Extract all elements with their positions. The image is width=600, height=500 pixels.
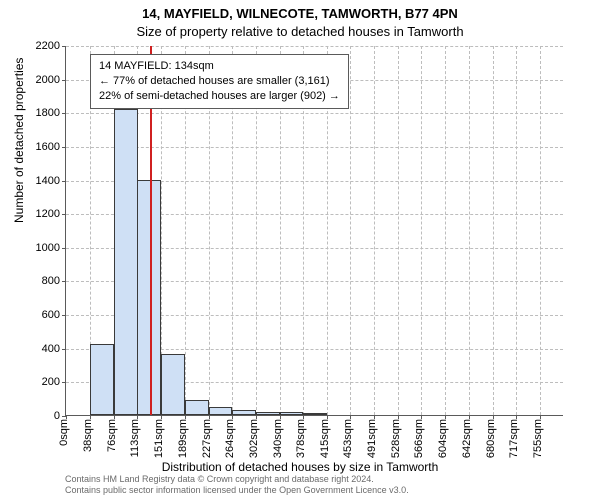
title-line-2: Size of property relative to detached ho… [0, 24, 600, 39]
gridline-h [66, 113, 563, 114]
ytick-mark [62, 113, 66, 114]
y-axis-label: Number of detached properties [12, 58, 26, 223]
xtick-label: 415sqm [319, 419, 331, 458]
ytick-mark [62, 214, 66, 215]
ytick-mark [62, 46, 66, 47]
annotation-box: 14 MAYFIELD: 134sqm ← 77% of detached ho… [90, 54, 349, 109]
ytick-mark [62, 382, 66, 383]
xtick-label: 76sqm [106, 419, 118, 452]
xtick-label: 604sqm [437, 419, 449, 458]
histogram-bar [185, 400, 209, 415]
xtick-label: 717sqm [508, 419, 520, 458]
gridline-h [66, 46, 563, 47]
histogram-bar [256, 412, 280, 415]
ytick-mark [62, 349, 66, 350]
annotation-line-1: 14 MAYFIELD: 134sqm [99, 59, 340, 74]
histogram-bar [209, 407, 233, 415]
xtick-label: 264sqm [224, 419, 236, 458]
xtick-label: 340sqm [272, 419, 284, 458]
gridline-v [421, 46, 422, 415]
footer: Contains HM Land Registry data © Crown c… [65, 474, 409, 496]
ytick-mark [62, 147, 66, 148]
ytick-mark [62, 315, 66, 316]
footer-line-1: Contains HM Land Registry data © Crown c… [65, 474, 409, 485]
histogram-bar [161, 354, 185, 415]
ytick-mark [62, 181, 66, 182]
annotation-line-3: 22% of semi-detached houses are larger (… [99, 89, 340, 104]
gridline-v [540, 46, 541, 415]
ytick-mark [62, 248, 66, 249]
xtick-label: 189sqm [177, 419, 189, 458]
xtick-label: 113sqm [129, 419, 141, 457]
xtick-label: 151sqm [153, 419, 165, 458]
xtick-label: 227sqm [201, 419, 213, 458]
annotation-line-2: ← 77% of detached houses are smaller (3,… [99, 74, 340, 89]
plot-area: 0200400600800100012001400160018002000220… [65, 46, 563, 416]
gridline-v [374, 46, 375, 415]
xtick-label: 38sqm [82, 419, 94, 452]
histogram-bar [90, 344, 114, 415]
xtick-label: 566sqm [413, 419, 425, 458]
histogram-bar [114, 109, 138, 415]
histogram-bar [280, 412, 304, 415]
xtick-label: 378sqm [295, 419, 307, 458]
histogram-bar [137, 180, 161, 415]
gridline-v [398, 46, 399, 415]
ytick-mark [62, 281, 66, 282]
gridline-v [516, 46, 517, 415]
footer-line-2: Contains public sector information licen… [65, 485, 409, 496]
histogram-bar [232, 410, 256, 415]
xtick-label: 0sqm [58, 419, 70, 446]
histogram-bar [303, 413, 327, 415]
xtick-label: 528sqm [390, 419, 402, 458]
xtick-label: 302sqm [248, 419, 260, 458]
gridline-v [350, 46, 351, 415]
chart-container: 14, MAYFIELD, WILNECOTE, TAMWORTH, B77 4… [0, 0, 600, 500]
xtick-label: 680sqm [485, 419, 497, 458]
gridline-v [445, 46, 446, 415]
ytick-mark [62, 80, 66, 81]
xtick-label: 755sqm [532, 419, 544, 458]
xtick-label: 453sqm [342, 419, 354, 458]
x-axis-label: Distribution of detached houses by size … [0, 460, 600, 474]
gridline-v [493, 46, 494, 415]
gridline-h [66, 147, 563, 148]
title-line-1: 14, MAYFIELD, WILNECOTE, TAMWORTH, B77 4… [0, 6, 600, 21]
xtick-label: 491sqm [366, 419, 378, 458]
gridline-v [469, 46, 470, 415]
xtick-label: 642sqm [461, 419, 473, 458]
